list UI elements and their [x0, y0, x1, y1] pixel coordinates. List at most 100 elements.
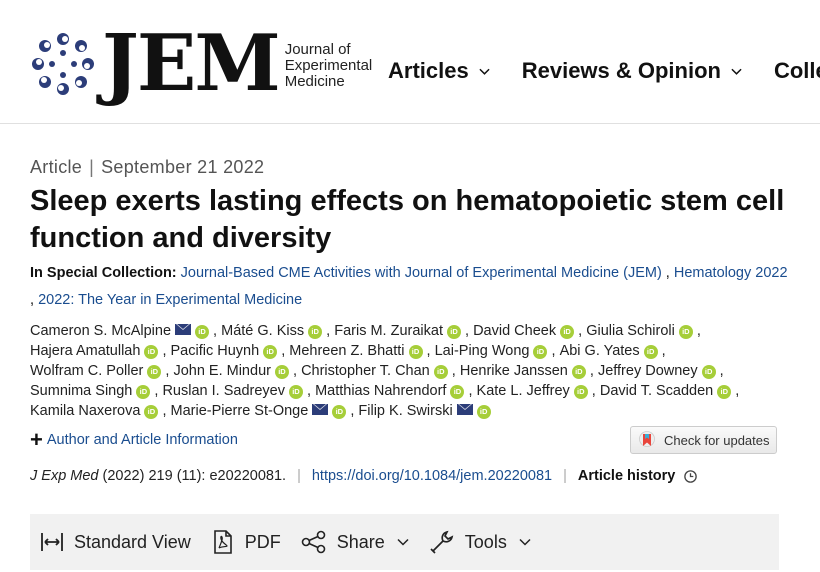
author-info-toggle[interactable]: + Author and Article Information — [30, 429, 238, 451]
orcid-icon[interactable]: iD — [147, 365, 162, 379]
chevron-down-icon — [731, 68, 742, 75]
author-name[interactable]: Matthias Nahrendorf — [315, 383, 447, 399]
nav-reviews-opinion[interactable]: Reviews & Opinion — [522, 58, 742, 84]
collection-link-hematology[interactable]: Hematology 2022 — [673, 265, 788, 281]
chevron-down-icon — [397, 538, 409, 546]
author-name[interactable]: Mehreen Z. Bhatti — [289, 343, 405, 359]
orcid-icon[interactable]: iD — [144, 405, 159, 419]
orcid-icon[interactable]: iD — [263, 345, 278, 359]
author-name[interactable]: Filip K. Swirski — [358, 403, 453, 419]
orcid-icon[interactable]: iD — [571, 365, 586, 379]
nav-label: Colle — [773, 58, 820, 83]
author-name[interactable]: Henrike Janssen — [459, 363, 568, 379]
author-separator: , — [158, 403, 171, 419]
author-name[interactable]: Máté G. Kiss — [221, 323, 305, 339]
orcid-icon[interactable]: iD — [573, 385, 588, 399]
author-name[interactable]: Marie-Pierre St-Onge — [170, 403, 309, 419]
email-icon[interactable] — [312, 404, 329, 415]
nav-label: Articles — [388, 58, 469, 83]
author-name[interactable]: Ruslan I. Sadreyev — [162, 383, 285, 399]
citation-separator: | — [563, 468, 567, 484]
author-item: Pacific Huynh iD , — [171, 343, 290, 359]
author-item: Wolfram C. Poller iD , — [30, 363, 173, 379]
author-name[interactable]: John E. Mindur — [173, 363, 271, 379]
author-item: Mehreen Z. Bhatti iD , — [289, 343, 434, 359]
orcid-icon[interactable]: iD — [274, 365, 289, 379]
author-separator: , — [731, 383, 740, 399]
author-name[interactable]: Kate L. Jeffrey — [476, 383, 570, 399]
author-name[interactable]: Abi G. Yates — [559, 343, 640, 359]
author-name[interactable]: Giulia Schiroli — [586, 323, 675, 339]
orcid-icon[interactable]: iD — [144, 345, 159, 359]
orcid-icon[interactable]: iD — [308, 325, 323, 339]
author-name[interactable]: David T. Scadden — [599, 383, 714, 399]
email-icon[interactable] — [456, 404, 473, 415]
author-separator: , — [574, 323, 587, 339]
author-list: Cameron S. McAlpine iD , Máté G. Kiss iD ,… — [30, 321, 800, 421]
author-separator: , — [657, 343, 666, 359]
author-name[interactable]: Lai-Ping Wong — [434, 343, 530, 359]
collection-link-cme[interactable]: Journal-Based CME Activities with Journa… — [180, 265, 662, 281]
author-name[interactable]: Pacific Huynh — [170, 343, 260, 359]
pdf-button[interactable]: PDF — [211, 529, 281, 555]
citation-details: (2022) 219 (11): e20220081. — [102, 468, 287, 484]
orcid-icon[interactable]: iD — [476, 405, 491, 419]
main-nav: Articles Reviews & Opinion Colle — [388, 58, 820, 84]
author-name[interactable]: Hajera Amatullah — [30, 343, 141, 359]
orcid-icon[interactable]: iD — [408, 345, 423, 359]
author-name[interactable]: Sumnima Singh — [30, 383, 133, 399]
orcid-icon[interactable]: iD — [446, 325, 461, 339]
orcid-icon[interactable]: iD — [195, 325, 210, 339]
share-label: Share — [336, 531, 385, 552]
article-meta: Article | September 21 2022 — [30, 157, 264, 178]
history-clock-icon[interactable] — [683, 469, 698, 484]
author-name[interactable]: Jeffrey Downey — [597, 363, 698, 379]
author-separator: , — [158, 343, 171, 359]
article-toolbar: Standard View PDF Share Tools — [30, 514, 779, 570]
article-history-button[interactable]: Article history — [577, 468, 676, 484]
email-icon[interactable] — [175, 324, 192, 335]
orcid-icon[interactable]: iD — [643, 345, 658, 359]
orcid-icon[interactable]: iD — [288, 385, 303, 399]
jem-logo[interactable]: JEM Journal of Experimental Medicine — [30, 24, 372, 104]
journal-full-name: Journal of Experimental Medicine — [285, 42, 373, 90]
tools-button[interactable]: Tools — [429, 529, 531, 555]
author-separator: , — [692, 323, 701, 339]
pdf-icon — [213, 530, 232, 554]
author-separator: , — [422, 343, 435, 359]
crossmark-icon — [639, 431, 655, 447]
author-separator: , — [464, 383, 477, 399]
author-name[interactable]: Cameron S. McAlpine — [30, 323, 172, 339]
orcid-icon[interactable]: iD — [433, 365, 448, 379]
orcid-icon[interactable]: iD — [701, 365, 716, 379]
doi-link[interactable]: https://doi.org/10.1084/jem.20220081 — [311, 468, 553, 484]
check-for-updates-button[interactable]: Check for updates — [630, 426, 777, 454]
author-item: Filip K. Swirski iD — [358, 403, 491, 419]
nav-collections[interactable]: Colle — [774, 58, 820, 84]
share-button[interactable]: Share — [301, 530, 409, 554]
orcid-icon[interactable]: iD — [332, 405, 347, 419]
journal-name-line: Medicine — [284, 73, 345, 90]
author-name[interactable]: David Cheek — [473, 323, 557, 339]
author-name[interactable]: Christopher T. Chan — [301, 363, 430, 379]
article-date: September 21 2022 — [101, 157, 265, 177]
orcid-icon[interactable]: iD — [560, 325, 575, 339]
orcid-icon[interactable]: iD — [533, 345, 548, 359]
collection-link-year[interactable]: 2022: The Year in Experimental Medicine — [38, 292, 303, 308]
orcid-icon[interactable]: iD — [678, 325, 693, 339]
orcid-icon[interactable]: iD — [136, 385, 151, 399]
orcid-icon[interactable]: iD — [717, 385, 732, 399]
orcid-icon[interactable]: iD — [450, 385, 465, 399]
nav-articles[interactable]: Articles — [388, 58, 490, 84]
author-name[interactable]: Faris M. Zuraikat — [334, 323, 443, 339]
check-for-updates-label: Check for updates — [664, 432, 770, 448]
author-name[interactable]: Kamila Naxerova — [30, 403, 141, 419]
author-separator: , — [161, 363, 174, 379]
nav-label: Reviews & Opinion — [521, 58, 721, 83]
author-item: Christopher T. Chan iD , — [301, 363, 460, 379]
author-name[interactable]: Wolfram C. Poller — [30, 363, 144, 379]
author-item: Ruslan I. Sadreyev iD , — [162, 383, 315, 399]
author-separator: , — [277, 343, 290, 359]
standard-view-label: Standard View — [74, 531, 191, 552]
standard-view-button[interactable]: Standard View — [40, 530, 191, 554]
